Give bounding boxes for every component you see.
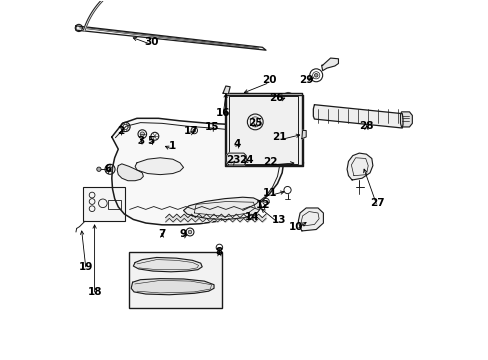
Text: 14: 14 bbox=[244, 212, 259, 221]
Text: 3: 3 bbox=[137, 136, 144, 145]
Polygon shape bbox=[83, 0, 183, 31]
Text: 15: 15 bbox=[204, 122, 219, 132]
Text: 8: 8 bbox=[215, 247, 223, 257]
Text: 25: 25 bbox=[247, 118, 262, 128]
Circle shape bbox=[314, 73, 317, 77]
Bar bbox=[229, 96, 298, 163]
Text: 23: 23 bbox=[225, 155, 240, 165]
Polygon shape bbox=[346, 153, 372, 180]
Polygon shape bbox=[400, 112, 411, 127]
Polygon shape bbox=[301, 131, 305, 139]
Text: 4: 4 bbox=[233, 139, 241, 149]
Circle shape bbox=[188, 230, 191, 234]
Polygon shape bbox=[223, 86, 230, 94]
Text: 6: 6 bbox=[103, 164, 111, 174]
Polygon shape bbox=[313, 105, 402, 128]
Polygon shape bbox=[298, 208, 323, 231]
Polygon shape bbox=[76, 26, 265, 50]
Text: 10: 10 bbox=[289, 222, 303, 231]
Text: 7: 7 bbox=[158, 229, 165, 239]
Text: 26: 26 bbox=[269, 93, 284, 103]
Text: 1: 1 bbox=[169, 141, 176, 151]
Text: 24: 24 bbox=[239, 155, 253, 165]
Bar bbox=[108, 201, 121, 210]
Circle shape bbox=[97, 167, 101, 171]
Circle shape bbox=[285, 95, 290, 100]
Text: 13: 13 bbox=[271, 215, 285, 225]
Circle shape bbox=[192, 129, 195, 132]
Text: 16: 16 bbox=[215, 108, 230, 118]
Circle shape bbox=[298, 161, 301, 165]
Polygon shape bbox=[133, 257, 202, 272]
Polygon shape bbox=[117, 164, 143, 181]
Polygon shape bbox=[225, 93, 301, 165]
Text: 30: 30 bbox=[144, 37, 158, 47]
Text: 19: 19 bbox=[79, 262, 93, 272]
Text: 17: 17 bbox=[183, 126, 198, 135]
Text: 18: 18 bbox=[87, 287, 102, 297]
Circle shape bbox=[140, 132, 144, 136]
Text: 22: 22 bbox=[263, 157, 277, 167]
Polygon shape bbox=[135, 158, 183, 175]
Polygon shape bbox=[112, 118, 284, 225]
Text: 9: 9 bbox=[180, 229, 187, 239]
Text: 11: 11 bbox=[263, 188, 277, 198]
Text: 2: 2 bbox=[117, 126, 124, 135]
Polygon shape bbox=[226, 153, 246, 165]
Polygon shape bbox=[183, 197, 261, 220]
Circle shape bbox=[107, 167, 112, 172]
Polygon shape bbox=[131, 279, 214, 295]
Text: 28: 28 bbox=[359, 121, 373, 131]
Text: 27: 27 bbox=[369, 198, 384, 208]
Text: 21: 21 bbox=[272, 132, 286, 142]
Text: 5: 5 bbox=[147, 136, 155, 145]
Text: 20: 20 bbox=[262, 75, 276, 85]
Text: 12: 12 bbox=[256, 200, 270, 210]
Text: 29: 29 bbox=[298, 75, 313, 85]
Bar bbox=[83, 187, 125, 221]
Bar bbox=[129, 252, 222, 309]
Polygon shape bbox=[321, 58, 338, 71]
